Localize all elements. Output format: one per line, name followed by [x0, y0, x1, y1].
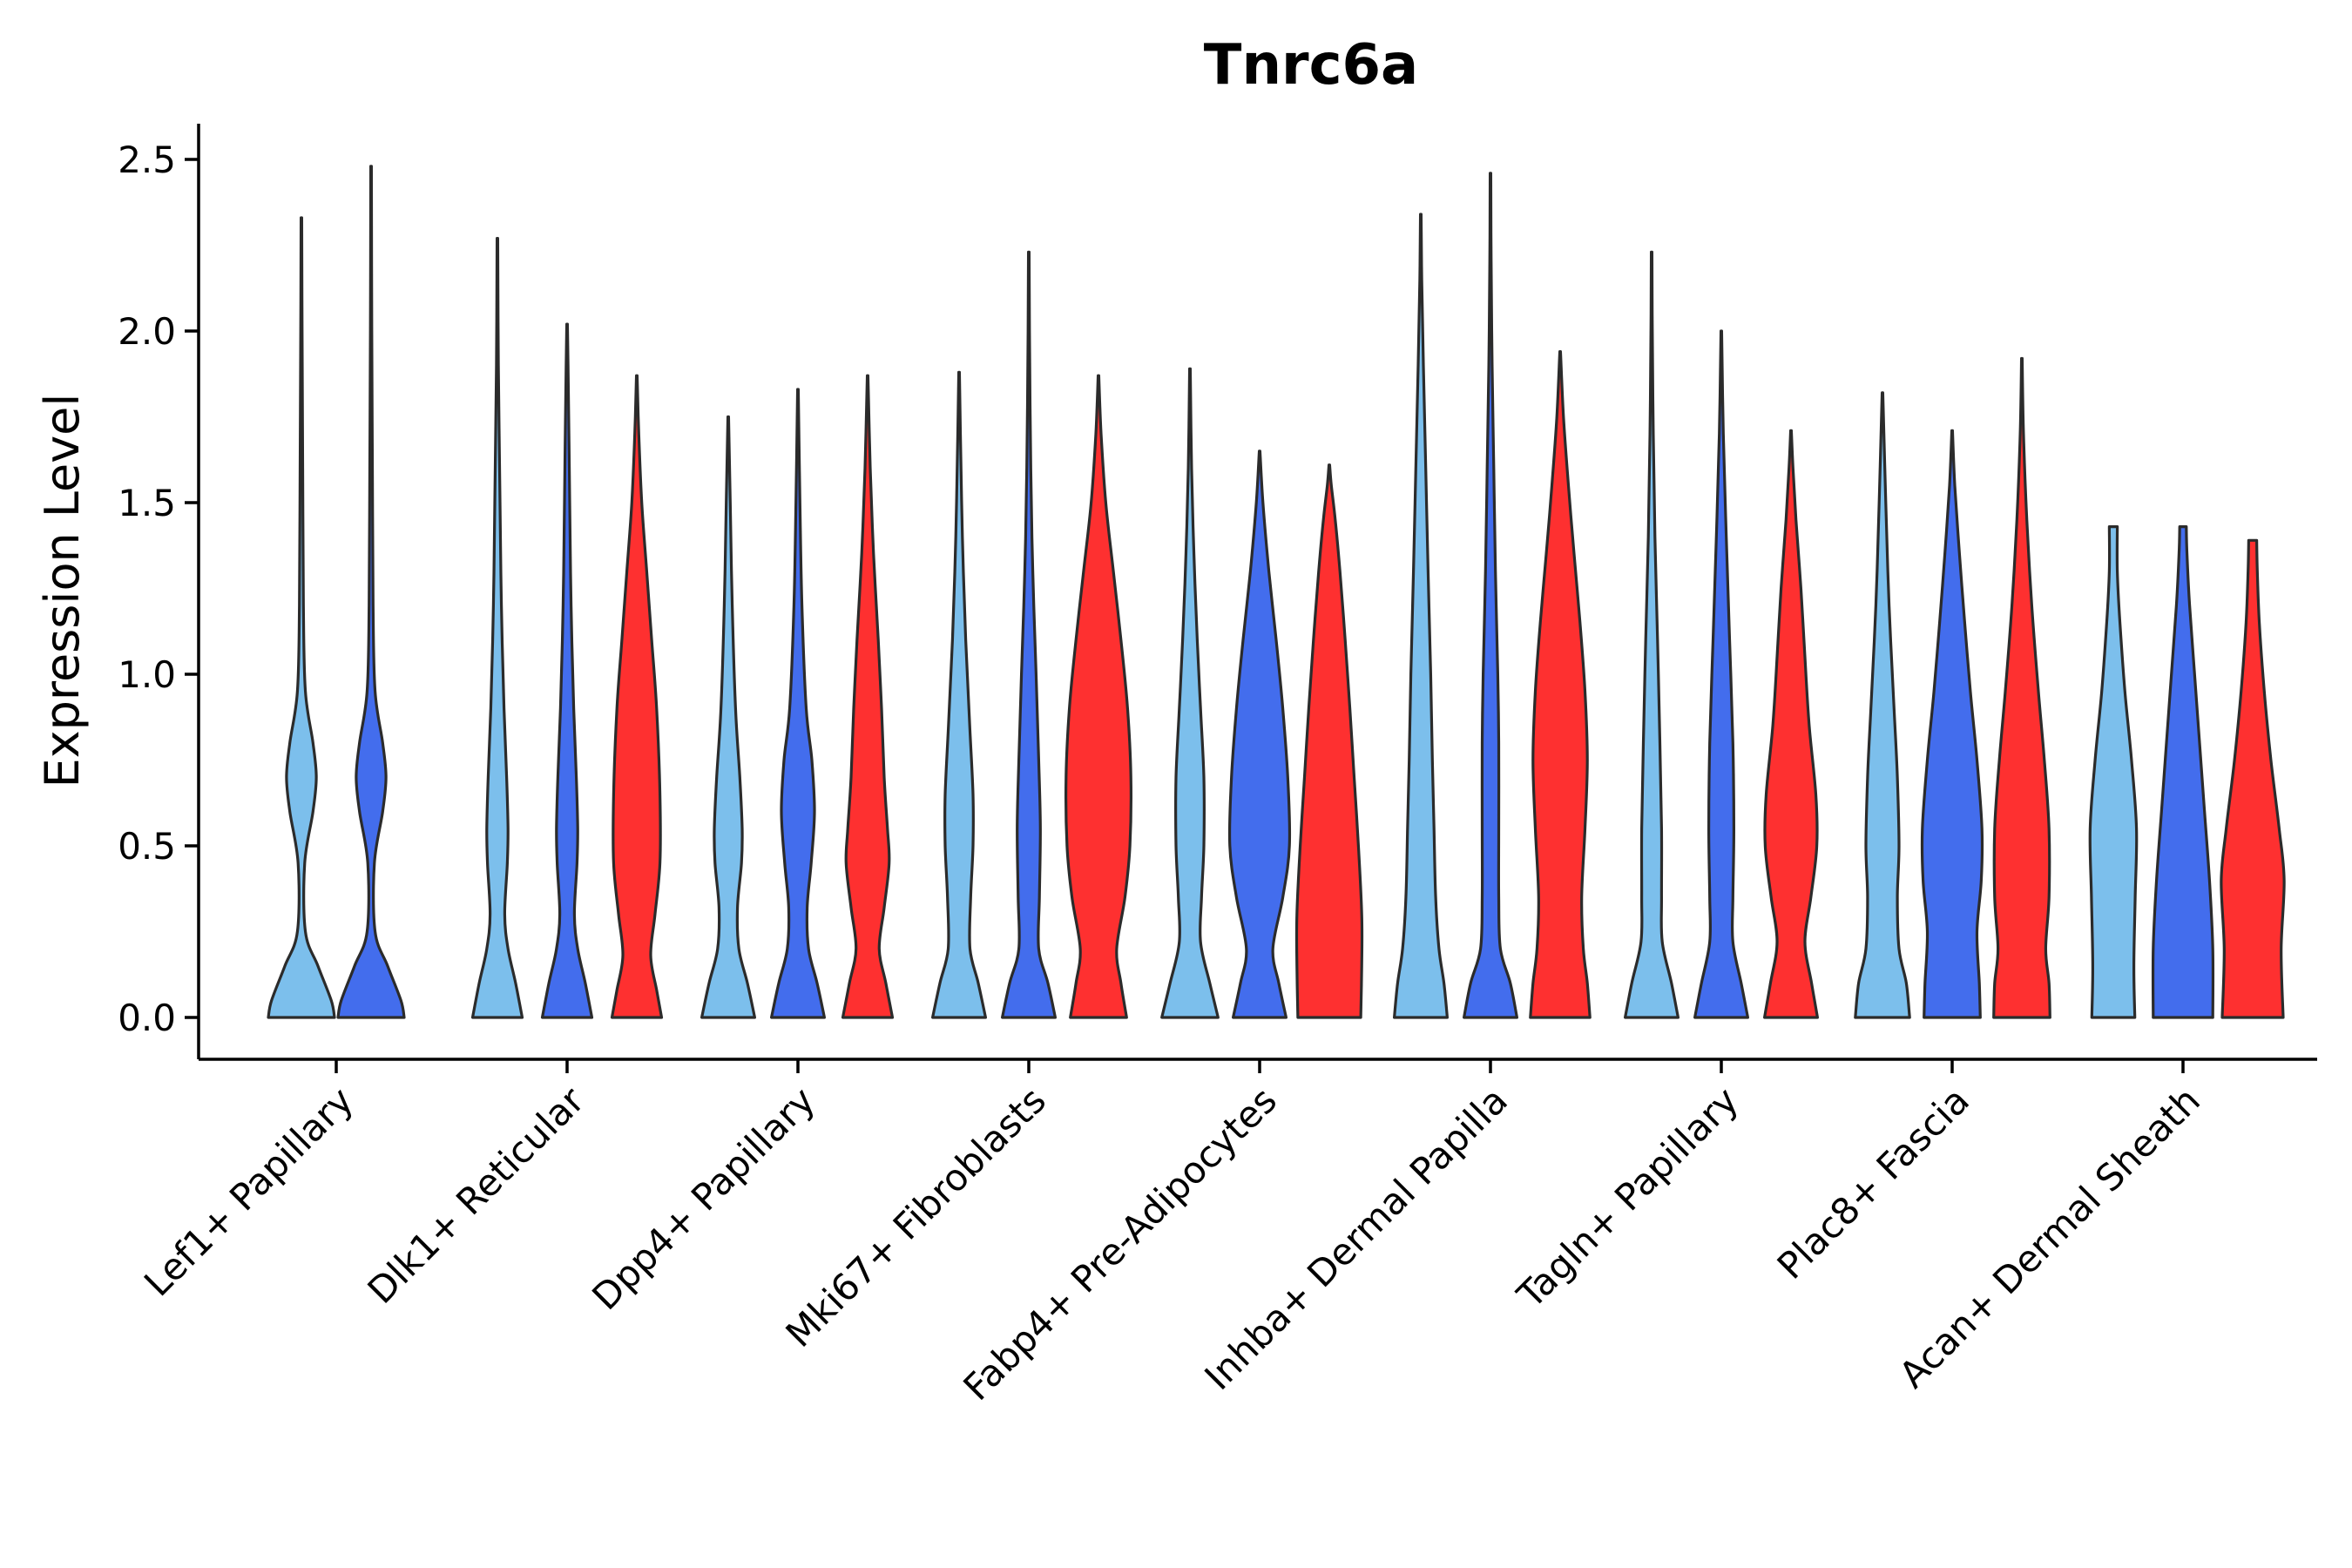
violin-group-2 — [2151, 525, 2215, 1019]
violin-group-2 — [1693, 329, 1749, 1019]
x-tick-label: Dpp4+ Papillary — [584, 1078, 823, 1318]
x-tick-label: Mki67+ Fibroblasts — [778, 1078, 1054, 1355]
y-tick-label: 1.0 — [118, 653, 176, 696]
y-tick-label: 2.5 — [118, 139, 176, 181]
y-tick-label: 0.5 — [118, 825, 176, 868]
violin-group-2 — [1463, 172, 1518, 1019]
violin-group-2 — [1227, 449, 1292, 1019]
violin-group-3 — [1763, 429, 1819, 1019]
violin-group-1 — [1160, 367, 1220, 1019]
axes-layer — [197, 124, 2317, 1061]
violin-group-1 — [1393, 213, 1449, 1019]
violins-layer — [267, 165, 2286, 1019]
violin-group-3 — [1064, 374, 1132, 1019]
y-ticks-layer: 0.0 0.5 1.0 1.5 2.0 2.5 — [118, 139, 199, 1039]
y-tick-label: 1.5 — [118, 482, 176, 524]
y-tick-label: 2.0 — [118, 310, 176, 353]
violin-group-1 — [931, 370, 987, 1019]
violin-group-1 — [470, 237, 524, 1019]
violin-group-3 — [2220, 538, 2286, 1019]
violin-group-1 — [267, 216, 336, 1019]
violin-group-2 — [1001, 250, 1057, 1019]
violin-group-3 — [1992, 356, 2051, 1019]
chart-title: Tnrc6a — [1204, 33, 1418, 98]
violin-group-1 — [2088, 525, 2139, 1019]
y-axis-label: Expression Level — [35, 394, 90, 788]
violin-group-3 — [1294, 463, 1364, 1019]
x-tick-label: Tagln+ Papillary — [1509, 1078, 1747, 1316]
y-tick-label: 0.0 — [118, 997, 176, 1039]
violin-group-3 — [610, 374, 664, 1019]
violin-group-2 — [336, 165, 406, 1019]
violin-group-2 — [540, 322, 594, 1019]
x-tick-label: Plac8+ Fascia — [1769, 1078, 1977, 1287]
violin-group-3 — [1529, 350, 1592, 1019]
violin-group-2 — [1920, 429, 1984, 1019]
violin-group-3 — [841, 374, 895, 1019]
violin-group-1 — [1624, 250, 1680, 1019]
violin-group-1 — [700, 415, 756, 1019]
violin-group-2 — [770, 388, 826, 1019]
violin-group-1 — [1854, 391, 1911, 1019]
x-tick-label: Lef1+ Papillary — [136, 1078, 362, 1304]
x-tick-label: Dlk1+ Reticular — [360, 1078, 593, 1312]
